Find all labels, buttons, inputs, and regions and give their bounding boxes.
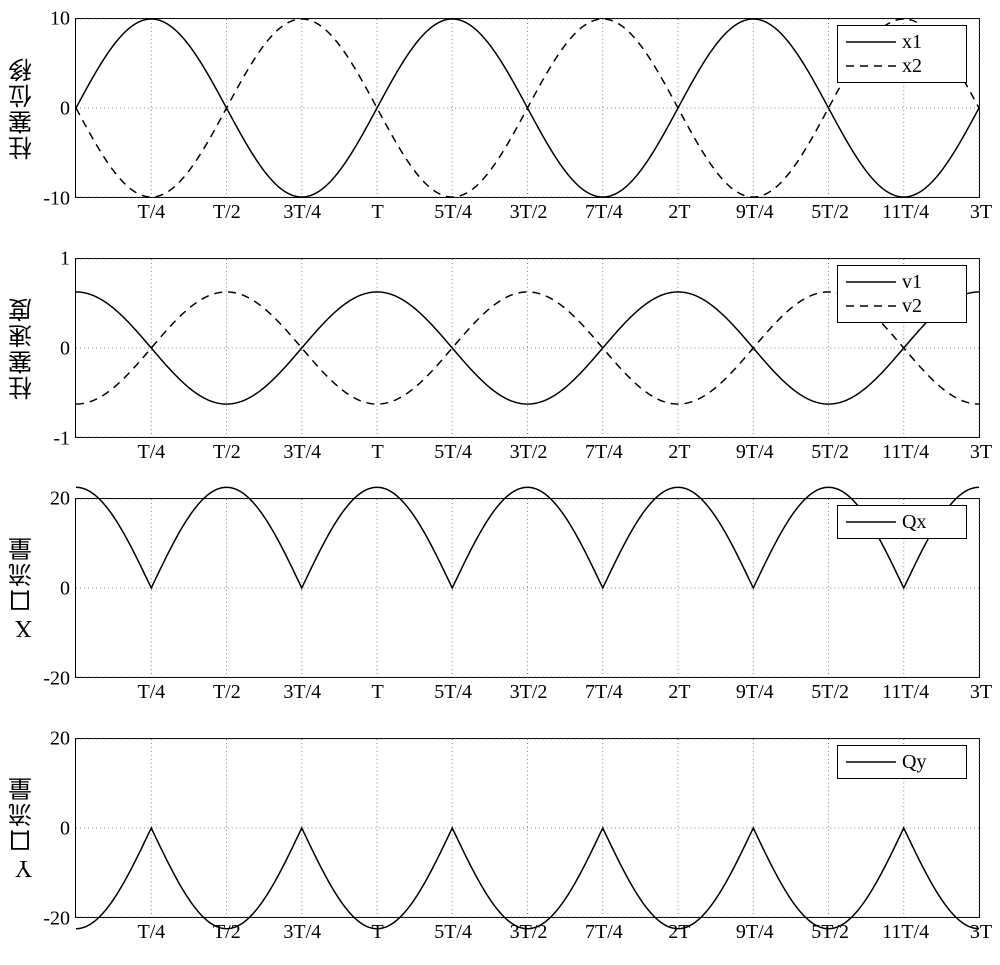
xtick-label: 9T/4: [736, 197, 774, 224]
xtick-label: 7T/4: [585, 197, 623, 224]
xtick-label: 3T/4: [283, 437, 321, 464]
xtick-label: 5T/4: [434, 917, 472, 944]
xtick-label: 3T: [970, 197, 992, 224]
subplot-displacement: 柱塞位移-10010T/4T/23T/4T5T/43T/27T/42T9T/45…: [75, 18, 980, 198]
legend-swatch-x2: [846, 56, 896, 76]
ylabel-velocity: 柱塞速度: [8, 258, 38, 438]
legend-label-v2: v2: [902, 295, 922, 318]
xtick-label: 5T/4: [434, 197, 472, 224]
xtick-label: T/2: [213, 197, 241, 224]
xtick-label: 11T/4: [882, 437, 929, 464]
legend-swatch-v1: [846, 272, 896, 292]
xtick-label: T/4: [138, 197, 166, 224]
xtick-label: 3T/4: [283, 197, 321, 224]
xtick-label: 5T/2: [811, 437, 849, 464]
xtick-label: 3T: [970, 917, 992, 944]
legend-row-Qy: Qy: [846, 750, 958, 774]
xtick-label: 3T/2: [510, 677, 548, 704]
legend-swatch-Qy: [846, 752, 896, 772]
xtick-label: T: [372, 677, 384, 704]
xtick-label: 7T/4: [585, 677, 623, 704]
legend-velocity: v1v2: [837, 265, 967, 323]
xtick-label: 2T: [668, 917, 690, 944]
xtick-label: 3T/2: [510, 917, 548, 944]
ytick-label: -20: [43, 668, 76, 691]
ytick-label: -20: [43, 908, 76, 931]
subplot-qx: X口流量-20020T/4T/23T/4T5T/43T/27T/42T9T/45…: [75, 498, 980, 678]
legend-label-Qy: Qy: [902, 751, 926, 774]
plot-area-qx: -20020T/4T/23T/4T5T/43T/27T/42T9T/45T/21…: [75, 498, 980, 678]
xtick-label: 3T: [970, 437, 992, 464]
xtick-label: 3T/2: [510, 197, 548, 224]
legend-label-x2: x2: [902, 55, 922, 78]
xtick-label: 11T/4: [882, 677, 929, 704]
ytick-label: 1: [60, 248, 76, 271]
ytick-label: 20: [50, 728, 76, 751]
xtick-label: 2T: [668, 677, 690, 704]
figure: 柱塞位移-10010T/4T/23T/4T5T/43T/27T/42T9T/45…: [0, 0, 1000, 965]
plot-area-velocity: -101T/4T/23T/4T5T/43T/27T/42T9T/45T/211T…: [75, 258, 980, 438]
legend-swatch-Qx: [846, 512, 896, 532]
legend-row-Qx: Qx: [846, 510, 958, 534]
ytick-label: 0: [60, 818, 76, 841]
ytick-label: -10: [43, 188, 76, 211]
ytick-label: 10: [50, 8, 76, 31]
xtick-label: 3T/4: [283, 917, 321, 944]
ytick-label: 20: [50, 488, 76, 511]
ytick-label: 0: [60, 98, 76, 121]
ylabel-qx: X口流量: [8, 498, 38, 678]
xtick-label: 3T/4: [283, 677, 321, 704]
xtick-label: 3T/2: [510, 437, 548, 464]
xtick-label: 11T/4: [882, 917, 929, 944]
xtick-label: 9T/4: [736, 677, 774, 704]
ytick-label: 0: [60, 578, 76, 601]
legend-row-v1: v1: [846, 270, 958, 294]
ylabel-qy: Y口流量: [8, 738, 38, 918]
xtick-label: 5T/4: [434, 677, 472, 704]
legend-qy: Qy: [837, 745, 967, 779]
xtick-label: 7T/4: [585, 917, 623, 944]
xtick-label: T/2: [213, 917, 241, 944]
legend-swatch-v2: [846, 296, 896, 316]
xtick-label: T: [372, 437, 384, 464]
xtick-label: T/4: [138, 917, 166, 944]
ytick-label: 0: [60, 338, 76, 361]
plot-area-displacement: -10010T/4T/23T/4T5T/43T/27T/42T9T/45T/21…: [75, 18, 980, 198]
legend-row-v2: v2: [846, 294, 958, 318]
xtick-label: T: [372, 917, 384, 944]
xtick-label: T: [372, 197, 384, 224]
legend-label-v1: v1: [902, 271, 922, 294]
legend-displacement: x1x2: [837, 25, 967, 83]
subplot-qy: Y口流量-20020T/4T/23T/4T5T/43T/27T/42T9T/45…: [75, 738, 980, 918]
xtick-label: 2T: [668, 437, 690, 464]
xtick-label: 5T/2: [811, 197, 849, 224]
xtick-label: T/4: [138, 677, 166, 704]
xtick-label: 11T/4: [882, 197, 929, 224]
legend-row-x1: x1: [846, 30, 958, 54]
legend-label-x1: x1: [902, 31, 922, 54]
xtick-label: 5T/4: [434, 437, 472, 464]
xtick-label: T/4: [138, 437, 166, 464]
plot-area-qy: -20020T/4T/23T/4T5T/43T/27T/42T9T/45T/21…: [75, 738, 980, 918]
ytick-label: -1: [53, 428, 76, 451]
xtick-label: 9T/4: [736, 917, 774, 944]
legend-label-Qx: Qx: [902, 511, 926, 534]
xtick-label: 5T/2: [811, 677, 849, 704]
xtick-label: T/2: [213, 677, 241, 704]
legend-swatch-x1: [846, 32, 896, 52]
xtick-label: T/2: [213, 437, 241, 464]
xtick-label: 3T: [970, 677, 992, 704]
xtick-label: 9T/4: [736, 437, 774, 464]
ylabel-displacement: 柱塞位移: [8, 18, 38, 198]
legend-row-x2: x2: [846, 54, 958, 78]
xtick-label: 7T/4: [585, 437, 623, 464]
xtick-label: 5T/2: [811, 917, 849, 944]
subplot-velocity: 柱塞速度-101T/4T/23T/4T5T/43T/27T/42T9T/45T/…: [75, 258, 980, 438]
xtick-label: 2T: [668, 197, 690, 224]
legend-qx: Qx: [837, 505, 967, 539]
